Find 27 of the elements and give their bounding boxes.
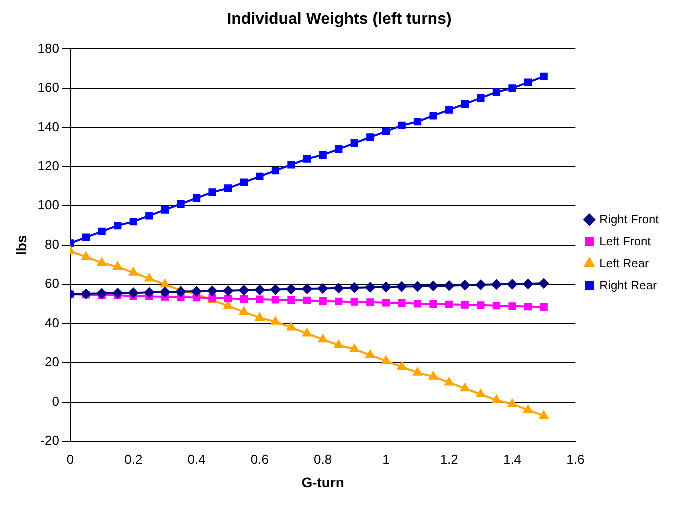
legend-label: Left Rear bbox=[600, 256, 650, 270]
y-tick-label: 80 bbox=[45, 236, 60, 252]
x-tick-label: 0.8 bbox=[314, 452, 332, 467]
legend-label: Right Front bbox=[600, 212, 660, 226]
x-tick-label: 0.4 bbox=[188, 452, 206, 467]
y-tick-label: 160 bbox=[38, 80, 60, 96]
x-tick-label: 0.6 bbox=[250, 452, 269, 467]
x-tick-label: 0 bbox=[66, 452, 74, 467]
chart-title: Individual Weights (left turns) bbox=[227, 11, 452, 28]
x-axis-title: G-turn bbox=[302, 474, 344, 490]
y-tick-label: 40 bbox=[45, 315, 60, 330]
legend-label: Left Front bbox=[600, 234, 652, 248]
y-axis-title: lbs bbox=[13, 235, 30, 256]
y-tick-label: 60 bbox=[45, 276, 60, 292]
x-tick-label: 1.4 bbox=[503, 452, 522, 467]
y-tick-label: 20 bbox=[45, 354, 60, 370]
legend-label: Right Rear bbox=[600, 278, 658, 292]
y-tick-label: 180 bbox=[38, 40, 60, 56]
y-tick-label: 0 bbox=[52, 394, 60, 409]
y-tick-label: -20 bbox=[40, 433, 60, 448]
y-tick-label: 100 bbox=[38, 198, 60, 213]
x-tick-label: 1.2 bbox=[440, 452, 458, 467]
x-tick-label: 0.2 bbox=[124, 452, 143, 467]
y-tick-label: 120 bbox=[38, 158, 60, 174]
x-tick-label: 1 bbox=[382, 452, 390, 467]
y-tick-label: 140 bbox=[38, 119, 60, 134]
x-tick-label: 1.6 bbox=[566, 452, 585, 467]
